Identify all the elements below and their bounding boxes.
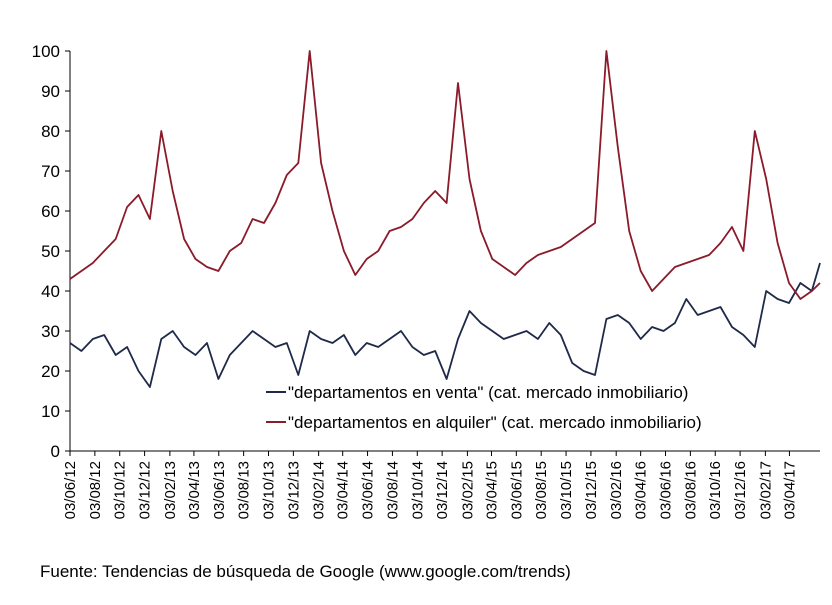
x-tick-label: 03/02/17 bbox=[757, 461, 774, 519]
x-tick-label: 03/02/14 bbox=[311, 461, 328, 519]
y-tick-label: 90 bbox=[41, 82, 60, 101]
x-tick-label: 03/02/15 bbox=[459, 461, 476, 519]
x-tick-label: 03/10/13 bbox=[261, 461, 278, 519]
x-tick-label: 03/08/15 bbox=[533, 461, 550, 519]
x-tick-label: 03/08/16 bbox=[682, 461, 699, 519]
y-tick-label: 100 bbox=[32, 42, 60, 61]
y-tick-label: 40 bbox=[41, 282, 60, 301]
x-tick-label: 03/04/13 bbox=[186, 461, 203, 519]
x-tick-label: 03/04/16 bbox=[633, 461, 650, 519]
x-tick-label: 03/02/13 bbox=[162, 461, 179, 519]
x-tick-label: 03/06/13 bbox=[211, 461, 228, 519]
legend-label: "departamentos en alquiler" (cat. mercad… bbox=[288, 413, 702, 432]
x-tick-label: 03/08/13 bbox=[236, 461, 253, 519]
x-tick-label: 03/08/12 bbox=[87, 461, 104, 519]
x-tick-label: 03/04/15 bbox=[483, 461, 500, 519]
x-tick-label: 03/12/16 bbox=[732, 461, 749, 519]
legend-label: "departamentos en venta" (cat. mercado i… bbox=[288, 383, 688, 402]
x-tick-label: 03/10/12 bbox=[112, 461, 129, 519]
series-layer bbox=[69, 50, 821, 388]
x-tick-label: 03/12/12 bbox=[137, 461, 154, 519]
series-line-alquiler bbox=[69, 50, 821, 300]
y-tick-label: 50 bbox=[41, 242, 60, 261]
x-tick-label: 03/10/16 bbox=[707, 461, 724, 519]
x-tick-label: 03/12/15 bbox=[583, 461, 600, 519]
x-tick-label: 03/08/14 bbox=[384, 461, 401, 519]
y-tick-label: 60 bbox=[41, 202, 60, 221]
x-tick-label: 03/12/13 bbox=[285, 461, 302, 519]
series-line-venta bbox=[69, 262, 821, 388]
x-tick-label: 03/02/16 bbox=[608, 461, 625, 519]
y-tick-label: 30 bbox=[41, 322, 60, 341]
x-axis: 03/06/12 03/08/12 03/10/12 03/12/12 03/02/13… bbox=[62, 450, 820, 519]
x-tick-label: 03/06/15 bbox=[508, 461, 525, 519]
x-tick-label: 03/06/12 bbox=[62, 461, 79, 519]
x-tick-label: 03/06/16 bbox=[658, 461, 675, 519]
source-note: Fuente: Tendencias de búsqueda de Google… bbox=[40, 562, 571, 581]
x-tick-label: 03/06/14 bbox=[360, 461, 377, 519]
x-tick-label: 03/04/17 bbox=[781, 461, 798, 519]
y-tick-label: 80 bbox=[41, 122, 60, 141]
x-tick-label: 03/04/14 bbox=[335, 461, 352, 519]
x-tick-label: 03/10/14 bbox=[409, 461, 426, 519]
legend: "departamentos en venta" (cat. mercado i… bbox=[266, 383, 702, 432]
y-tick-label: 0 bbox=[51, 442, 60, 461]
x-tick-label: 03/10/15 bbox=[558, 461, 575, 519]
y-tick-label: 10 bbox=[41, 402, 60, 421]
y-tick-label: 20 bbox=[41, 362, 60, 381]
y-axis: 0 10 20 30 40 50 60 70 80 90 100 bbox=[32, 42, 71, 461]
y-tick-label: 70 bbox=[41, 162, 60, 181]
x-tick-label: 03/12/14 bbox=[434, 461, 451, 519]
